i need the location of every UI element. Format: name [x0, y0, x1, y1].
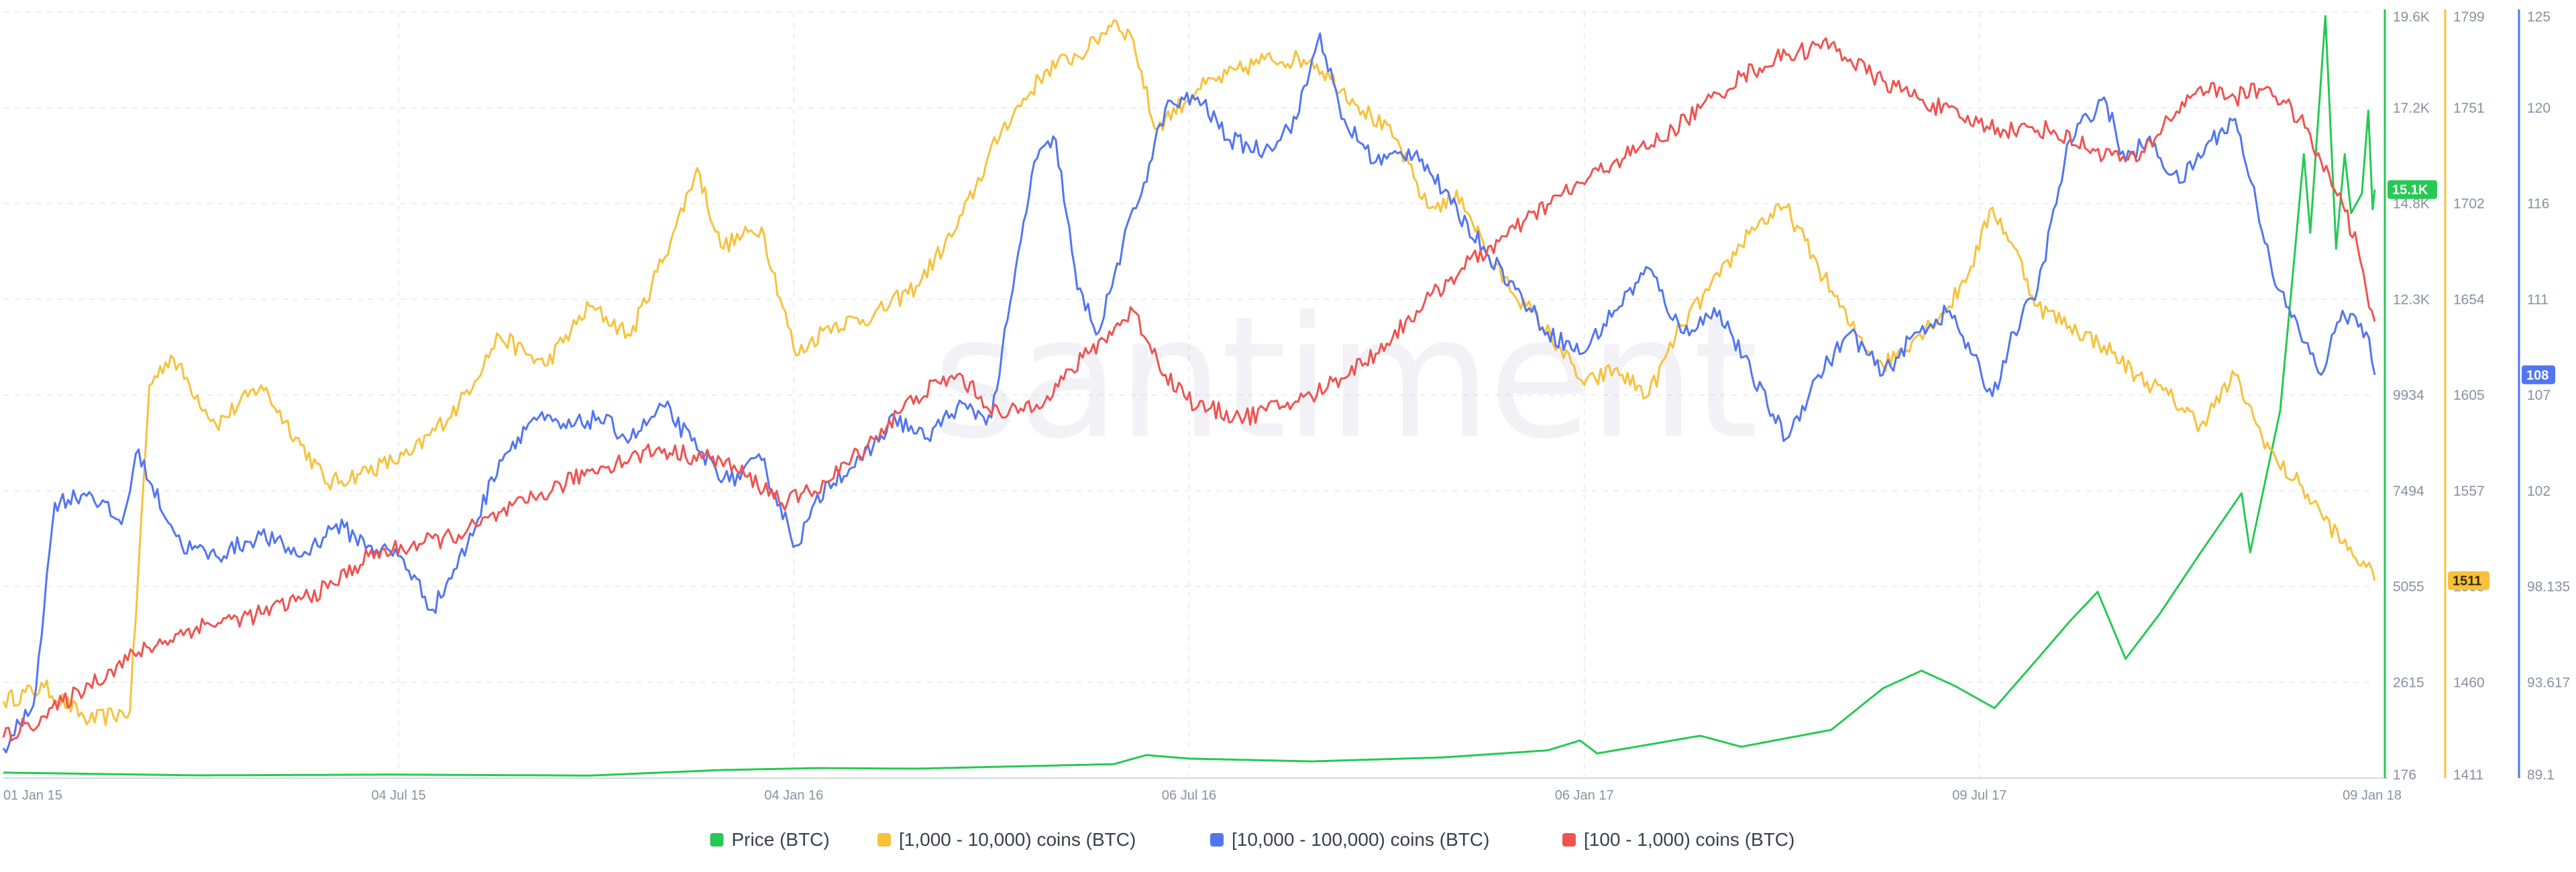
y-tick-label-whale_10k: 89.1	[2527, 767, 2555, 783]
series-line-0	[3, 15, 2376, 777]
axis-layer: 01 Jan 15 04 Jul 15 04 Jan 16 06 Jul 16 06 J…	[3, 9, 2570, 803]
x-tick-label: 01 Jan 15	[3, 788, 62, 803]
legend-swatch-3	[1562, 833, 1576, 847]
x-tick-label: 09 Jan 18	[2343, 788, 2402, 803]
series-line-2	[2, 32, 2376, 754]
y-tick-label-whale_1k: 1460	[2453, 675, 2485, 690]
series-layer	[2, 15, 2376, 777]
x-tick-label: 04 Jul 15	[372, 788, 426, 803]
y-tick-label-price: 5055	[2393, 580, 2424, 595]
y-tick-label-whale_10k: 107	[2527, 388, 2551, 403]
y-tick-label-whale_10k: 116	[2527, 197, 2549, 212]
y-tick-label-whale_10k: 120	[2527, 101, 2551, 116]
y-tick-label-whale_1k: 1605	[2453, 388, 2485, 403]
grid-layer	[3, 11, 2375, 778]
y-tick-label-whale_1k: 1702	[2453, 197, 2485, 212]
y-tick-label-price: 19.6K	[2393, 9, 2430, 25]
y-tick-label-price: 14.8K	[2393, 197, 2430, 212]
y-tick-label-whale_10k: 111	[2527, 292, 2548, 307]
y-tick-label-whale_10k: 93.617	[2527, 675, 2570, 690]
last-value-badge: 15.1K	[2392, 183, 2428, 198]
x-tick-label: 09 Jul 17	[1952, 788, 2006, 803]
legend-swatch-0	[710, 833, 724, 847]
last-value-badge-bg	[2448, 571, 2489, 590]
legend-label-3: [100 - 1,000) coins (BTC)	[1584, 829, 1794, 850]
last-value-badge-bg	[2522, 365, 2555, 384]
y-tick-label-price: 12.3K	[2393, 292, 2430, 307]
legend-label-0: Price (BTC)	[732, 829, 830, 850]
legend: Price (BTC) [1,000 - 10,000) coins (BTC) […	[710, 829, 1794, 850]
y-tick-label-price: 17.2K	[2393, 101, 2430, 116]
y-tick-label-whale_1k: 1557	[2453, 484, 2485, 499]
y-tick-label-whale_1k: 1654	[2453, 292, 2485, 307]
legend-swatch-2	[1210, 833, 1224, 847]
legend-label-1: [1,000 - 10,000) coins (BTC)	[899, 829, 1136, 850]
y-tick-label-whale_10k: 102	[2527, 484, 2551, 499]
x-tick-label: 04 Jan 16	[764, 788, 823, 803]
series-line-3	[2, 37, 2376, 742]
y-tick-label-price: 7494	[2393, 484, 2424, 499]
last-value-badge: 1511	[2453, 574, 2481, 589]
y-tick-label-whale_1k: 1751	[2453, 101, 2485, 116]
legend-swatch-1	[877, 833, 891, 847]
x-tick-label: 06 Jul 16	[1162, 788, 1216, 803]
y-tick-label-whale_1k: 1411	[2453, 767, 2483, 783]
y-tick-label-price: 9934	[2393, 388, 2424, 403]
y-tick-label-price: 2615	[2393, 675, 2424, 690]
legend-label-2: [10,000 - 100,000) coins (BTC)	[1232, 829, 1489, 850]
y-tick-label-price: 176	[2393, 767, 2416, 783]
y-tick-label-whale_10k: 98.135	[2527, 580, 2570, 595]
last-value-badge-bg	[2387, 180, 2437, 199]
x-tick-label: 06 Jan 17	[1555, 788, 1614, 803]
last-value-badge: 108	[2526, 368, 2548, 383]
y-tick-label-whale_10k: 125	[2527, 9, 2551, 25]
y-tick-label-whale_1k: 1799	[2453, 9, 2485, 25]
